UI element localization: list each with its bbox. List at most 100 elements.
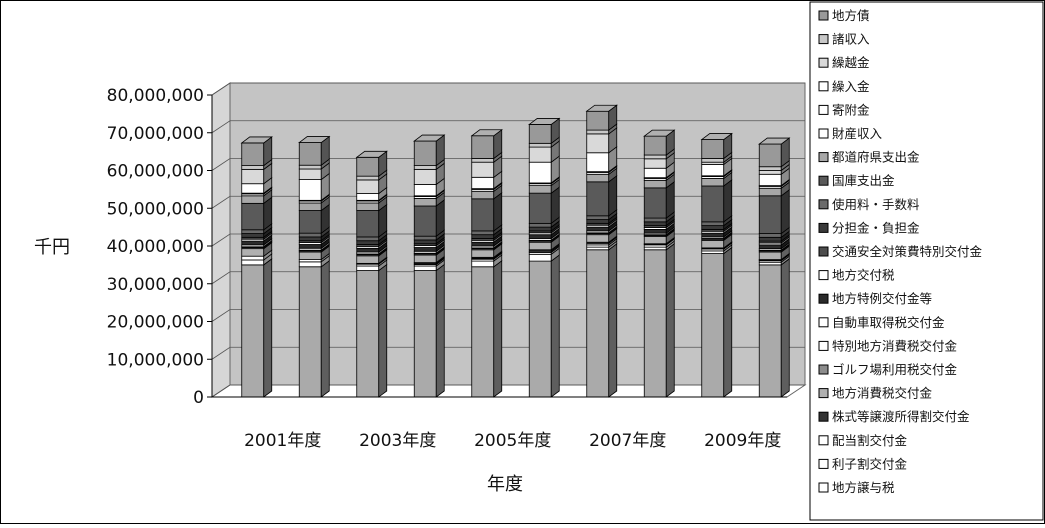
bar-segment — [356, 240, 380, 245]
x-axis: 2001年度 2003年度 2005年度 2007年度 2009年度 — [212, 396, 787, 451]
bar-segment — [298, 168, 322, 180]
bar-segment — [643, 154, 667, 160]
bar-stack — [470, 128, 503, 398]
bar-segment — [643, 135, 667, 156]
bar-segment — [471, 135, 495, 159]
bar-top — [470, 129, 503, 137]
legend-swatch — [818, 34, 829, 45]
y-tick-label: 80,000,000 — [107, 86, 204, 106]
bar-segment — [356, 247, 380, 253]
bar-stack — [700, 132, 733, 398]
bar-segment — [298, 244, 322, 249]
bar-segment — [471, 161, 495, 178]
bar-segment — [241, 264, 265, 398]
bar-segment — [241, 255, 265, 261]
y-tick-label: 20,000,000 — [107, 313, 204, 333]
bar-segment-side — [435, 263, 445, 398]
bar-segment — [241, 229, 265, 234]
bar-segment — [701, 225, 725, 230]
bar-segment — [356, 236, 380, 242]
bar-top — [298, 136, 331, 143]
bar-segment — [298, 202, 322, 211]
bar-segment — [586, 133, 610, 154]
bar-stack — [298, 135, 331, 398]
bar-segment — [471, 260, 495, 268]
bar-segment — [298, 251, 322, 260]
bar-segment — [586, 129, 610, 135]
bar-segment — [701, 178, 725, 187]
bar-segment — [528, 226, 552, 232]
bar-segment — [586, 152, 610, 173]
x-axis-title: 年度 — [487, 474, 523, 495]
bar-segment — [356, 179, 380, 194]
bar-segment — [758, 166, 782, 171]
bar-segment — [758, 195, 782, 234]
bar-segment — [528, 222, 552, 228]
bar-segment — [758, 264, 782, 398]
bar-segment — [586, 173, 610, 183]
bar-segment — [298, 142, 322, 166]
y-axis-title: 千円 — [34, 237, 70, 258]
bar-segment — [356, 175, 380, 181]
legend-swatch — [818, 482, 829, 493]
bar-segment — [298, 210, 322, 234]
bar-segment — [701, 239, 725, 249]
legend-swatch — [818, 222, 829, 233]
legend-swatch — [818, 388, 829, 399]
bar-stack — [585, 104, 618, 398]
bar-segment — [758, 170, 782, 175]
bar-segment — [298, 266, 322, 398]
x-tick-label: 2005年度 — [474, 431, 551, 451]
bar-segment — [528, 260, 552, 398]
legend-swatch — [818, 317, 829, 328]
legend-item-label: 繰越金 — [832, 55, 870, 70]
legend-swatch — [818, 364, 829, 375]
bar-segment — [413, 198, 437, 207]
legend-swatch — [818, 246, 829, 257]
legend-item-label: 地方消費税交付金 — [832, 386, 933, 401]
bar-segment — [758, 244, 782, 250]
bar-segment — [643, 249, 667, 398]
bar-stack — [355, 150, 388, 398]
bar-segment — [471, 230, 495, 236]
bar-segment — [701, 221, 725, 227]
bar-segment — [413, 265, 437, 271]
legend-item-label: 都道府県支出金 — [832, 150, 920, 165]
legend-swatch — [818, 435, 829, 446]
bar-segment — [413, 270, 437, 398]
x-tick-label: 2001年度 — [244, 431, 321, 451]
legend-swatch — [818, 175, 829, 186]
bar-segment — [643, 221, 667, 227]
legend-swatch — [818, 81, 829, 92]
bar-segment — [528, 253, 552, 262]
legend-swatch — [818, 128, 829, 139]
bar-segment — [528, 146, 552, 163]
y-tick-label: 60,000,000 — [107, 162, 204, 182]
bar-segment — [298, 179, 322, 201]
legend-item-label: 特別地方消費税交付金 — [832, 338, 958, 353]
legend-item-label: 寄附金 — [832, 102, 870, 117]
bar-segment — [586, 219, 610, 224]
bar-segment-side — [665, 242, 675, 398]
bar-segment — [356, 265, 380, 271]
bar-segment — [298, 261, 322, 268]
bar-segment-side — [320, 259, 330, 398]
bar-segment — [241, 168, 265, 185]
legend-item-label: 財産収入 — [832, 126, 883, 141]
bar-segment-side — [723, 179, 733, 223]
bar-segment — [471, 249, 495, 258]
bar-segment — [413, 239, 437, 245]
legend-item-label: ゴルフ場利用税交付金 — [832, 362, 958, 377]
bar-segment — [241, 183, 265, 194]
bar-segment — [643, 167, 667, 179]
bar-segment — [643, 236, 667, 245]
bar-segment — [471, 176, 495, 190]
bar-top — [355, 150, 388, 158]
bar-segment-side — [608, 175, 618, 217]
bar-segment — [471, 234, 495, 239]
bar-segment — [528, 234, 552, 239]
bar-segment — [241, 195, 265, 204]
bar-segment — [758, 187, 782, 197]
